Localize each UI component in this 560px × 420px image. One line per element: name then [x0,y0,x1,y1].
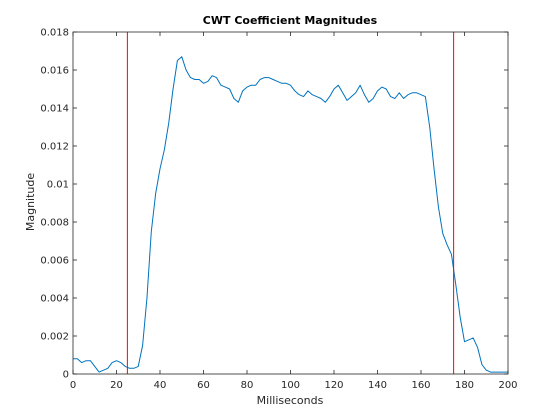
x-tick-label: 100 [281,380,300,391]
x-tick-label: 80 [241,380,254,391]
y-axis-label: Magnitude [24,173,37,232]
plot-frame [72,31,509,375]
y-tick-label: 0.018 [40,28,69,39]
y-tick-label: 0.01 [47,180,69,191]
magnitude-series-line [73,56,508,373]
x-axis-label: Milliseconds [257,394,324,407]
plot-area [73,32,508,374]
y-tick-label: 0.016 [40,66,69,77]
y-tick-label: 0.008 [40,218,69,229]
x-tick-label: 20 [110,380,123,391]
x-tick-label: 40 [154,380,167,391]
data-lines [73,32,508,374]
x-tick-label: 160 [411,380,430,391]
y-tick-label: 0.004 [40,294,69,305]
x-tick-label: 60 [197,380,210,391]
x-tick-label: 0 [70,380,76,391]
y-tick-label: 0.006 [40,256,69,267]
x-tick-label: 200 [498,380,517,391]
y-tick-label: 0.002 [40,332,69,343]
y-tick-label: 0 [63,370,69,381]
y-tick-label: 0.014 [40,104,69,115]
y-tick-label: 0.012 [40,142,69,153]
x-tick-label: 180 [455,380,474,391]
x-tick-label: 140 [368,380,387,391]
x-axis-ticks: 0 20 40 60 80 100 120 140 160 180 200 [70,32,518,391]
x-tick-label: 120 [324,380,343,391]
chart-title: CWT Coefficient Magnitudes [203,14,378,27]
